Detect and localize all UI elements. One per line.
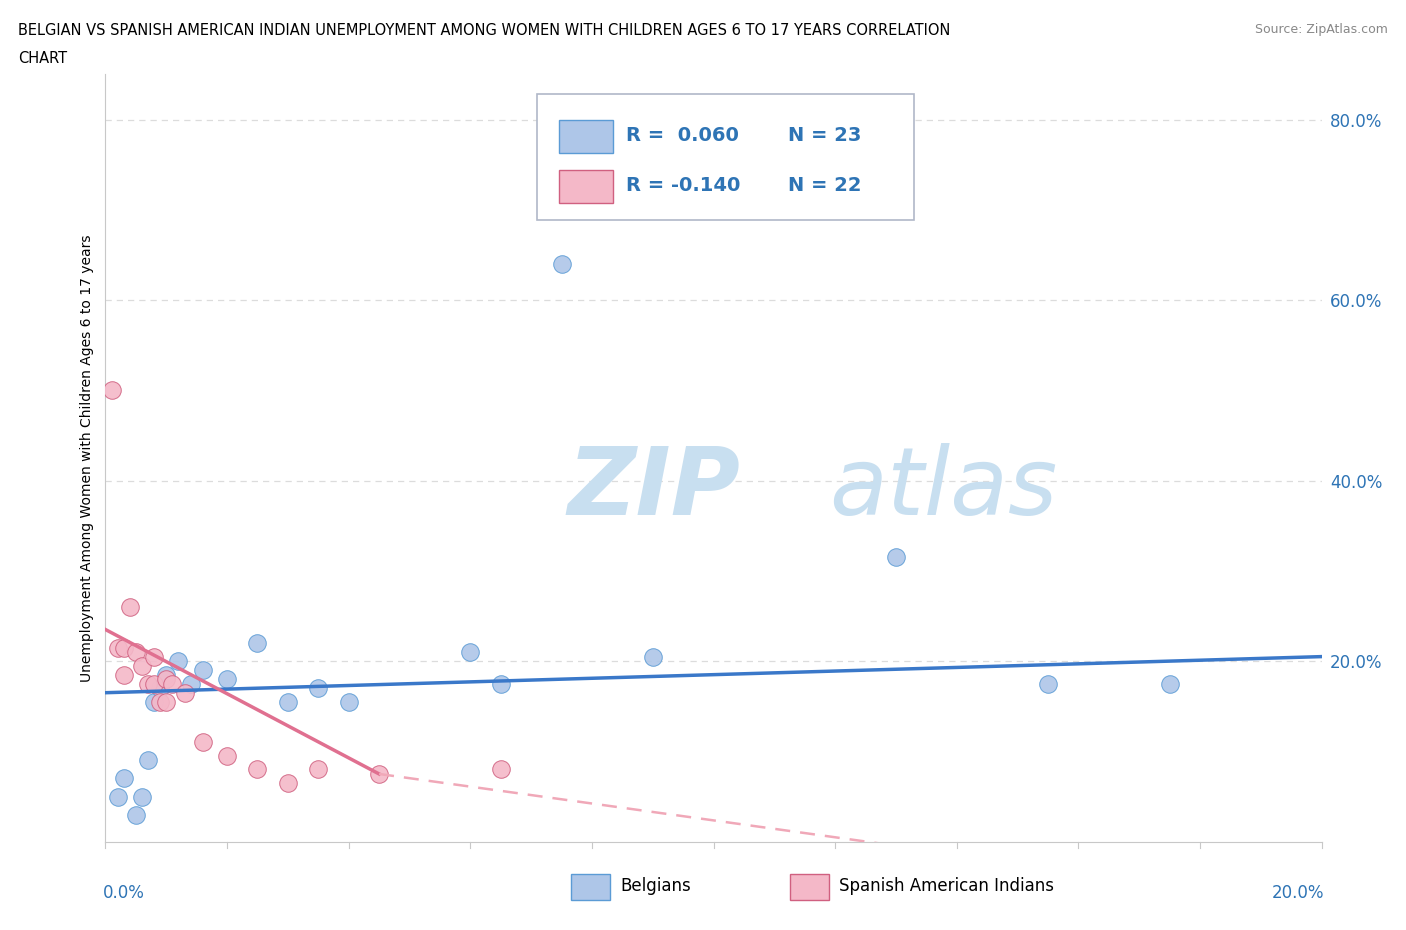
Point [307,762,329,777]
FancyBboxPatch shape [571,874,610,900]
Point [131,658,153,673]
Point [136,676,159,691]
Text: ZIP: ZIP [568,443,741,535]
FancyBboxPatch shape [560,120,613,153]
Point [107,789,129,804]
Point [1036,676,1059,691]
Point [550,257,572,272]
Point [246,762,269,777]
Point [191,663,214,678]
Point [217,749,239,764]
Text: 0.0%: 0.0% [103,884,145,902]
Point [136,753,159,768]
Point [173,685,195,700]
Point [884,550,907,565]
Point [112,667,135,682]
Text: Source: ZipAtlas.com: Source: ZipAtlas.com [1254,23,1388,36]
Point [167,654,190,669]
Point [489,676,512,691]
Point [155,695,177,710]
Text: N = 23: N = 23 [787,126,860,145]
Text: N = 22: N = 22 [787,176,862,195]
Point [180,676,202,691]
Text: R =  0.060: R = 0.060 [626,126,740,145]
Point [337,695,360,710]
Point [143,676,166,691]
Point [155,667,177,682]
Point [246,635,269,650]
Point [149,695,172,710]
Text: R = -0.140: R = -0.140 [626,176,741,195]
Point [149,681,172,696]
Point [125,807,148,822]
Point [125,644,148,659]
FancyBboxPatch shape [560,169,613,204]
Point [155,671,177,686]
Point [107,640,129,655]
Point [143,695,166,710]
Point [277,695,299,710]
Point [217,671,239,686]
Point [368,766,391,781]
Point [489,762,512,777]
Point [191,735,214,750]
FancyBboxPatch shape [537,94,914,220]
Point [307,681,329,696]
Text: 20.0%: 20.0% [1271,884,1324,902]
Text: atlas: atlas [830,444,1057,534]
Point [118,600,141,615]
Point [112,640,135,655]
Y-axis label: Unemployment Among Women with Children Ages 6 to 17 years: Unemployment Among Women with Children A… [80,234,94,682]
Point [131,789,153,804]
Text: Belgians: Belgians [620,877,690,896]
Text: Spanish American Indians: Spanish American Indians [839,877,1054,896]
FancyBboxPatch shape [790,874,830,900]
Point [112,771,135,786]
Point [162,676,184,691]
Text: BELGIAN VS SPANISH AMERICAN INDIAN UNEMPLOYMENT AMONG WOMEN WITH CHILDREN AGES 6: BELGIAN VS SPANISH AMERICAN INDIAN UNEMP… [18,23,950,38]
Point [641,649,664,664]
Point [277,776,299,790]
Point [100,383,122,398]
Point [143,649,166,664]
Text: CHART: CHART [18,51,67,66]
Point [458,644,481,659]
Point [1159,676,1181,691]
